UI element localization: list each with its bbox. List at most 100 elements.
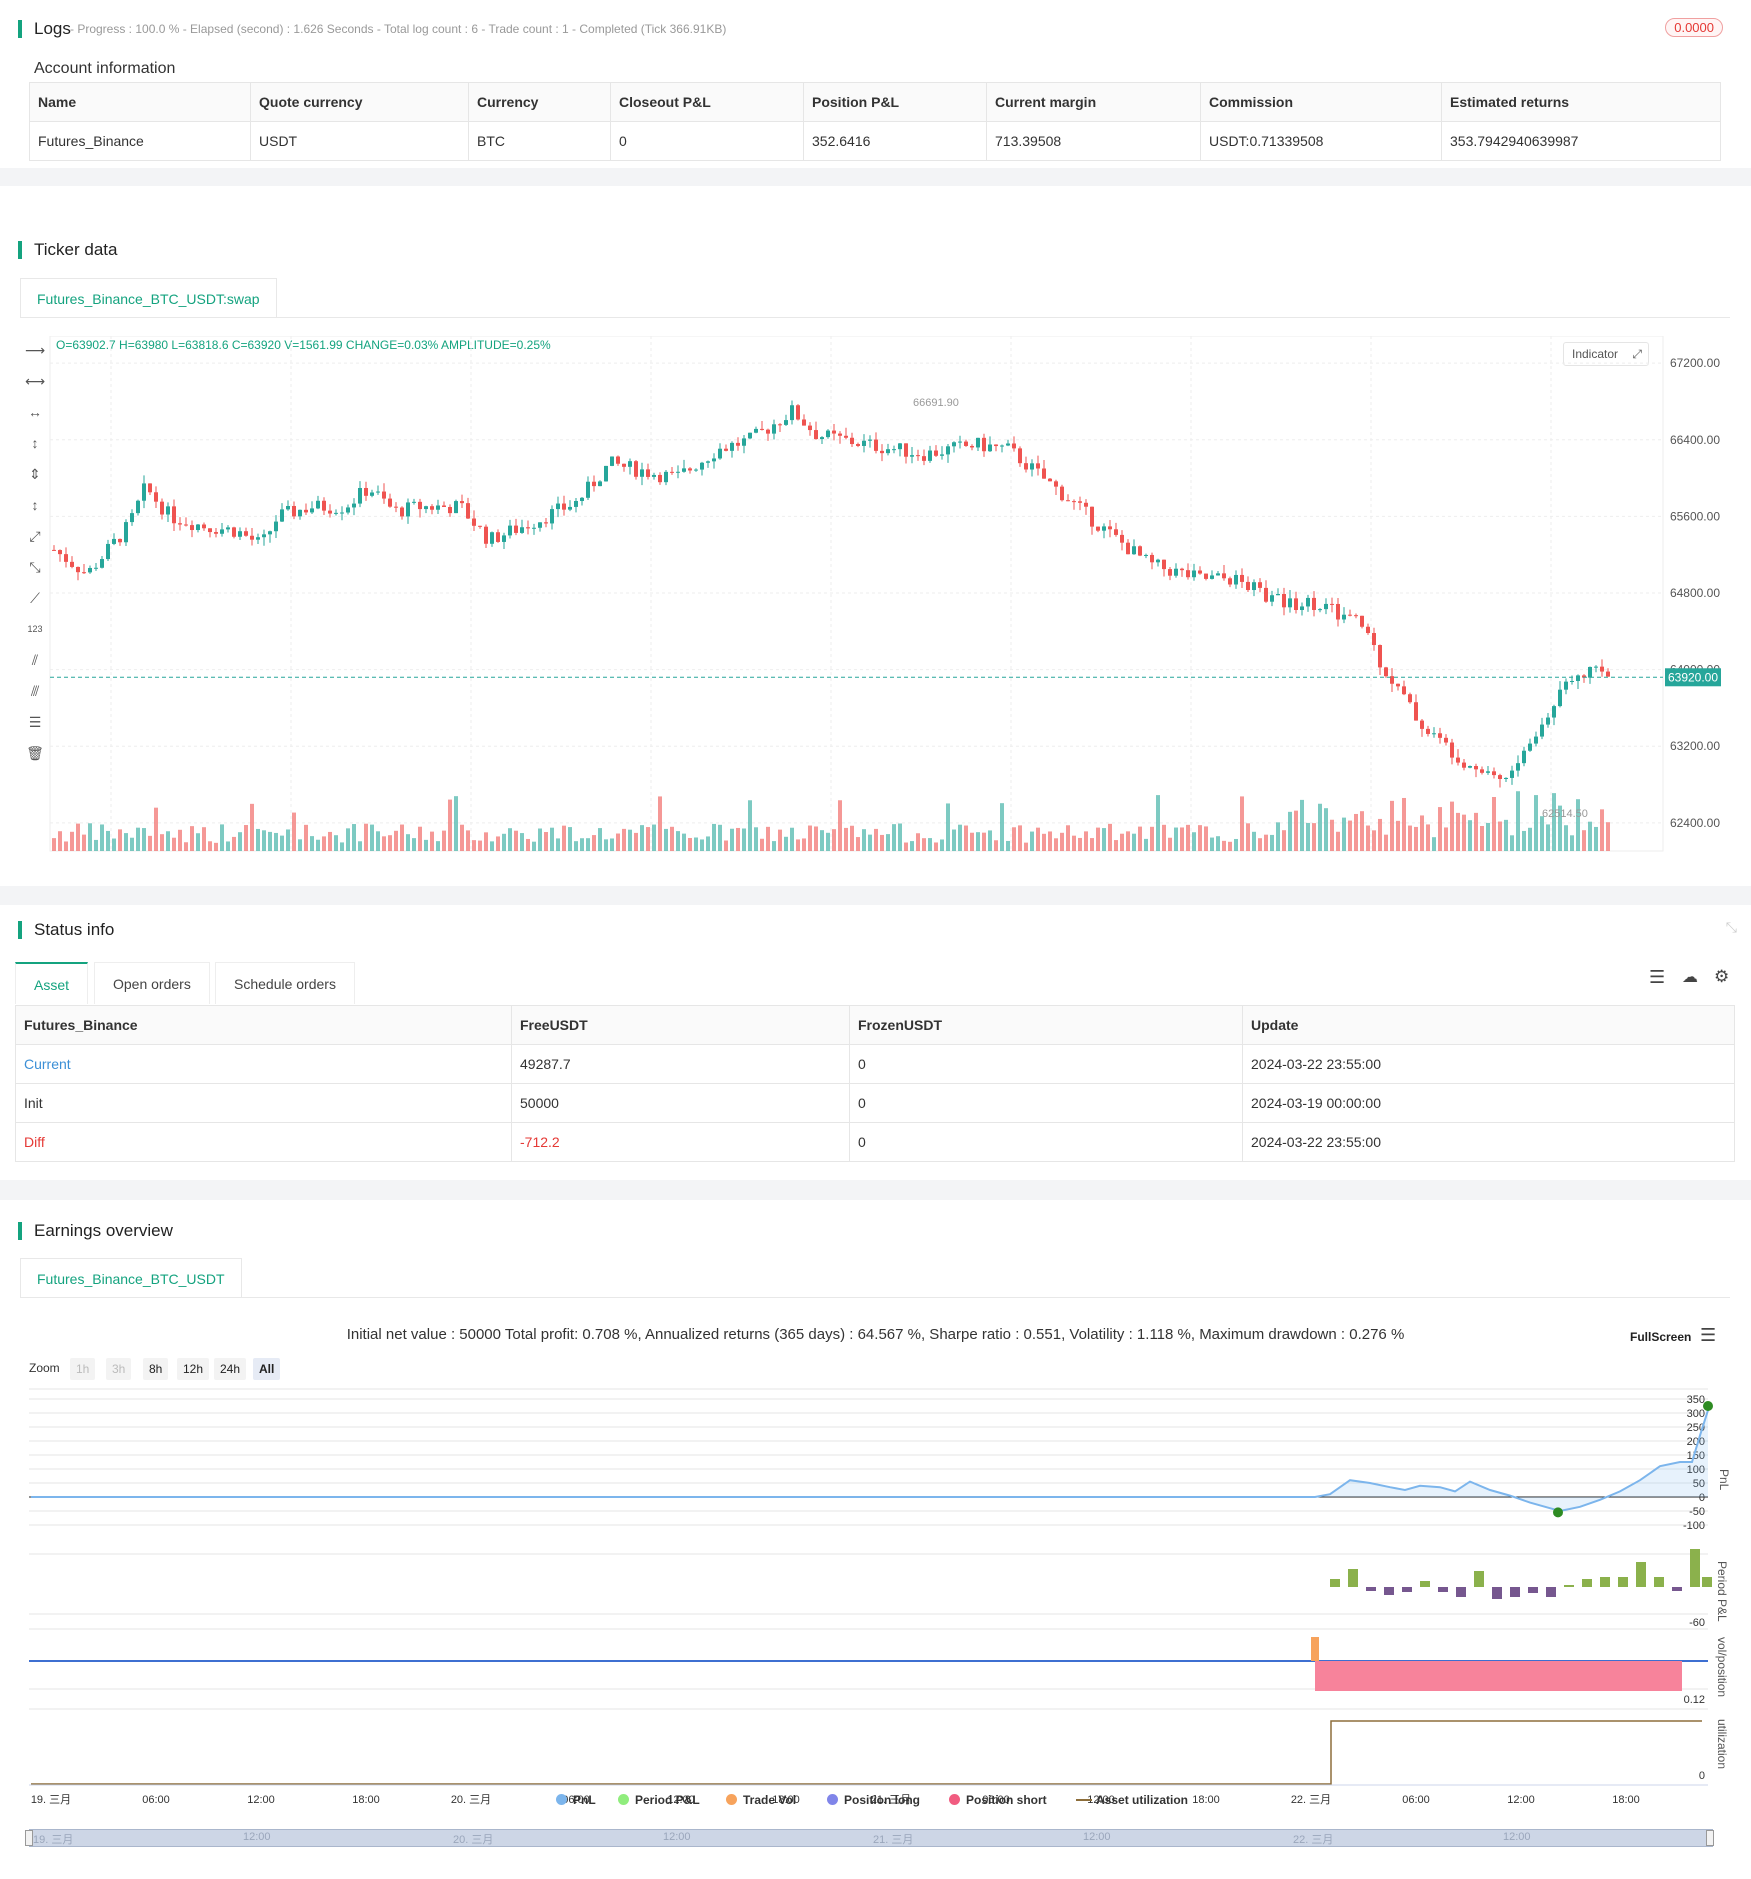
asset-cell: 2024-03-22 23:55:00 <box>1242 1122 1735 1162</box>
candle-body <box>682 468 686 472</box>
volume-bar <box>850 825 854 851</box>
zoom-all-button[interactable]: All <box>253 1358 281 1380</box>
navigator[interactable] <box>29 1829 1713 1847</box>
candle-body <box>136 500 140 514</box>
volume-bar <box>1126 831 1130 851</box>
navigator-handle-right[interactable] <box>1706 1830 1714 1846</box>
candle-body <box>1012 443 1016 449</box>
straight-line-icon[interactable]: ⤡ <box>29 559 41 575</box>
volume-bar <box>316 839 320 851</box>
x-tick-label: 22. 三月 <box>1291 1794 1331 1806</box>
candle-body <box>496 532 500 542</box>
ray-icon[interactable]: ⤢ <box>29 528 41 544</box>
candle-body <box>922 456 926 461</box>
legend-position-short[interactable]: Position short <box>949 1793 1047 1807</box>
volume-bar <box>418 826 422 851</box>
tab-ticker-symbol[interactable]: Futures_Binance_BTC_USDT:swap <box>20 278 277 318</box>
gear-icon[interactable]: ⚙ <box>1714 967 1730 986</box>
volume-bar <box>766 826 770 851</box>
volume-bar <box>340 842 344 851</box>
candle-body <box>124 522 128 543</box>
volume-bar <box>1318 803 1322 851</box>
candle-body <box>1252 582 1256 591</box>
candle-body <box>1486 771 1490 773</box>
volume-bar <box>1342 817 1346 851</box>
candle-body <box>988 444 992 452</box>
navigator-tick-label: 12:00 <box>243 1831 271 1843</box>
segment-icon[interactable]: ⟋ <box>30 590 40 606</box>
parallel-line-icon[interactable]: ⫽ <box>31 652 39 668</box>
legend-trade-vol[interactable]: Trade Vol <box>726 1793 796 1807</box>
trash-icon[interactable]: 🗑 <box>26 745 44 761</box>
zoom-12h-button[interactable]: 12h <box>177 1358 210 1380</box>
list-icon[interactable]: ☰ <box>1649 967 1666 987</box>
vertical-ray-icon[interactable]: ↕ <box>31 435 39 451</box>
candle-body <box>1450 742 1454 758</box>
legend-pnl[interactable]: PnL <box>556 1793 596 1807</box>
volume-bar <box>1228 841 1232 851</box>
tab-open-orders[interactable]: Open orders <box>94 962 210 1004</box>
navigator-tick-label: 19. 三月 <box>33 1834 74 1846</box>
candle-body <box>196 524 200 531</box>
volume-bar <box>448 799 452 851</box>
zoom-8h-button[interactable]: 8h <box>143 1358 169 1380</box>
vertical-segment-icon[interactable]: ↕ <box>31 497 39 513</box>
earnings-chart[interactable]: 350300250200150100500-50-100PnL-60Period… <box>0 1379 1751 1879</box>
legend-period-pnl[interactable]: Period P&L <box>618 1793 700 1807</box>
navigator-handle-left[interactable] <box>25 1830 33 1846</box>
pnl-tick-label: 300 <box>1687 1408 1705 1420</box>
period-pnl-bar <box>1528 1587 1538 1593</box>
horizontal-ray-icon[interactable]: ⟶ <box>24 342 46 358</box>
volume-bar <box>1390 800 1394 851</box>
candle-body <box>232 527 236 537</box>
asset-cell: 2024-03-19 00:00:00 <box>1242 1083 1735 1123</box>
volume-bar <box>634 832 638 851</box>
volume-bar <box>874 828 878 851</box>
candle-body <box>982 437 986 452</box>
zoom-24h-button[interactable]: 24h <box>214 1358 247 1380</box>
volume-bar <box>718 824 722 851</box>
zoom-1h-button[interactable]: 1h <box>70 1358 96 1380</box>
horizontal-line-icon[interactable]: ⟷ <box>24 373 46 389</box>
candle-body <box>274 521 278 532</box>
candle-body <box>622 463 626 467</box>
vertical-line-icon[interactable]: ⇕ <box>29 466 41 482</box>
volume-bar <box>1150 826 1154 851</box>
cloud-download-icon[interactable]: ☁ <box>1682 969 1698 986</box>
candle-body <box>1600 666 1604 672</box>
volume-bar <box>1096 827 1100 851</box>
indicator-button[interactable]: Indicator ⤢ <box>1563 342 1649 366</box>
volume-bar <box>610 838 614 851</box>
candle-body <box>1234 574 1238 585</box>
fullscreen-button[interactable]: FullScreen <box>1630 1330 1692 1344</box>
collapse-icon[interactable]: ⤡ <box>1725 919 1737 935</box>
candle-body <box>280 509 284 522</box>
legend-asset-utilization[interactable]: Asset utilization <box>1076 1793 1188 1807</box>
volume-bar <box>160 834 164 851</box>
legend-label: Position short <box>966 1793 1047 1807</box>
horizontal-segment-icon[interactable]: ↔ <box>28 404 42 420</box>
candle-body <box>1054 481 1058 487</box>
channel-icon[interactable]: ⫻ <box>30 683 40 699</box>
volume-bar <box>1264 834 1268 851</box>
legend-position-long[interactable]: Position long <box>827 1793 920 1807</box>
volume-bar <box>430 831 434 851</box>
candle-body <box>1294 598 1298 610</box>
menu-icon[interactable]: ☰ <box>1700 1325 1717 1345</box>
volume-bar <box>838 800 842 851</box>
tab-earnings-symbol[interactable]: Futures_Binance_BTC_USDT <box>20 1258 242 1298</box>
candle-body <box>592 481 596 487</box>
asset-col-frozen: FrozenUSDT <box>849 1005 1243 1045</box>
volume-bar <box>352 824 356 851</box>
volume-bar <box>1288 811 1292 851</box>
account-header-row: Name Quote currency Currency Closeout P&… <box>29 82 1721 122</box>
trade-vol-bar <box>1311 1637 1319 1661</box>
fibonacci-icon[interactable]: ☰ <box>28 714 42 730</box>
candle-body <box>370 492 374 496</box>
zoom-3h-button[interactable]: 3h <box>106 1358 132 1380</box>
tab-schedule-orders[interactable]: Schedule orders <box>215 962 355 1004</box>
price-line-icon[interactable]: 123 <box>27 624 43 634</box>
candlestick-chart[interactable]: 67200.0066400.0065600.0064800.0064000.00… <box>0 336 1751 856</box>
volume-bar <box>466 830 470 851</box>
tab-asset[interactable]: Asset <box>15 962 89 1004</box>
